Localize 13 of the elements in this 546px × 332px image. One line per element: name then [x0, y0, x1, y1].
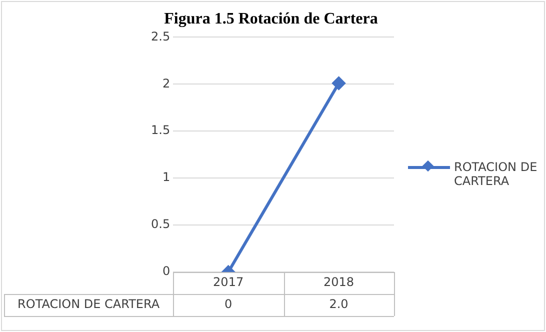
y-tick-label: 1.5: [150, 123, 170, 138]
y-tick-label: 0.5: [150, 217, 170, 232]
x-tick-label: 2017: [213, 275, 244, 290]
y-tick-label: 0: [162, 264, 170, 278]
legend-label: ROTACION DE CARTERA: [454, 160, 538, 188]
y-tick-label: 2.5: [150, 29, 170, 44]
y-tick-label: 2: [162, 76, 170, 90]
chart-title: Figura 1.5 Rotación de Cartera: [164, 10, 378, 28]
data-label: 0: [224, 297, 232, 312]
data-label: 2.0: [329, 297, 348, 312]
text: ROTACION DE CARTERA: [18, 297, 160, 312]
y-tick-label: 1: [162, 170, 170, 184]
x-tick-label: 2018: [324, 275, 354, 290]
